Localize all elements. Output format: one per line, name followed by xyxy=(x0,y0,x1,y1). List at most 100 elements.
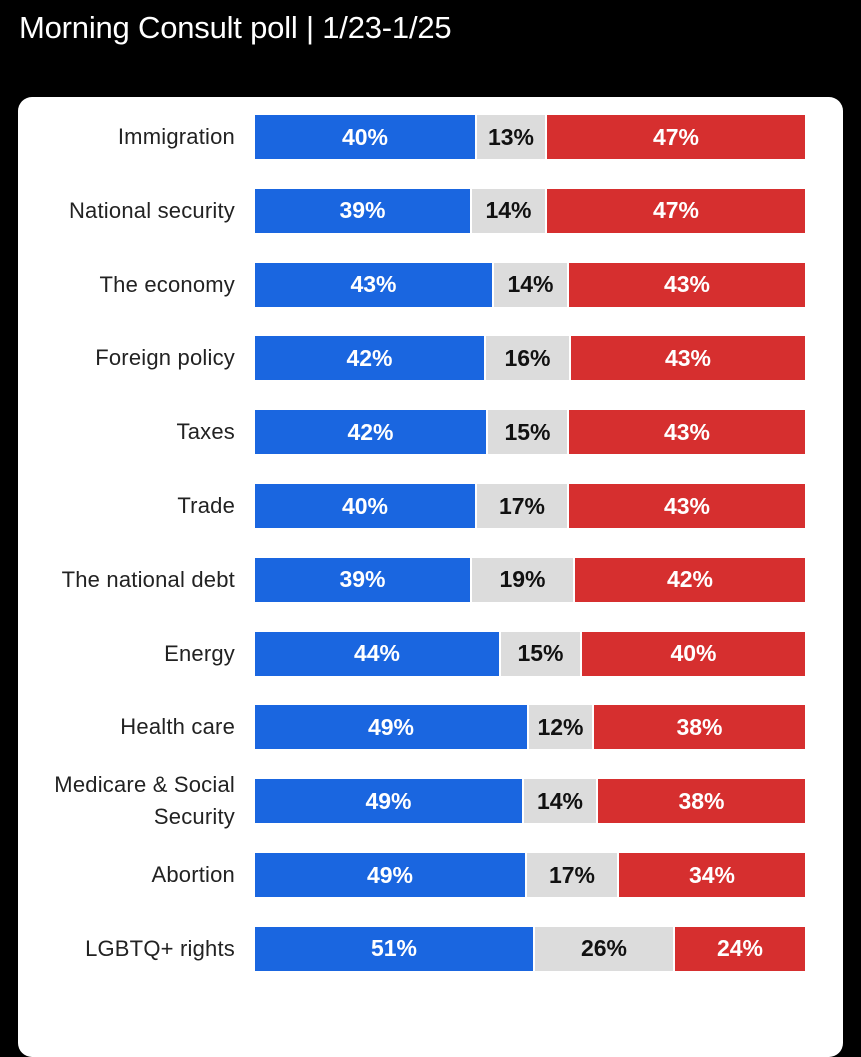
category-label: The economy xyxy=(20,263,235,307)
bar-segment-red: 42% xyxy=(575,557,805,602)
stacked-bar: 42% 15% 43% xyxy=(255,410,805,455)
chart-row: The national debt 39% 19% 42% xyxy=(18,557,843,602)
data-label: 15% xyxy=(517,640,564,667)
stacked-bar: 40% 13% 47% xyxy=(255,115,805,159)
bar-segment-blue: 40% xyxy=(255,484,475,528)
data-label: 43% xyxy=(663,271,711,298)
data-label: 49% xyxy=(365,787,412,814)
category-label: The national debt xyxy=(20,558,235,602)
stacked-bar: 49% 12% 38% xyxy=(255,705,805,750)
bar-segment-red: 38% xyxy=(598,779,805,824)
category-label-line: Medicare & Social xyxy=(54,772,235,798)
bar-segment-blue: 51% xyxy=(255,926,533,971)
bar-segment-blue: 43% xyxy=(255,262,492,307)
stacked-bar: 39% 19% 42% xyxy=(255,557,805,602)
category-label: Taxes xyxy=(20,410,235,454)
data-label: 12% xyxy=(537,713,584,740)
bar-segment-blue: 49% xyxy=(255,705,527,750)
bar-segment-red: 47% xyxy=(547,188,805,233)
bar-segment-red: 43% xyxy=(569,262,805,307)
data-label: 38% xyxy=(676,713,723,740)
bar-segment-gray: 12% xyxy=(527,705,594,750)
bar-segment-gray: 14% xyxy=(522,779,598,824)
data-label: 42% xyxy=(347,418,394,445)
category-label-text: Energy xyxy=(164,638,235,670)
category-label: Health care xyxy=(20,705,235,749)
category-label: Medicare & Social Security xyxy=(20,772,235,829)
bar-segment-red: 43% xyxy=(571,336,805,381)
data-label: 43% xyxy=(663,418,711,445)
bar-segment-red: 43% xyxy=(569,484,805,528)
data-label: 49% xyxy=(366,861,414,888)
category-label-line: Abortion xyxy=(151,862,235,887)
chart-row: Immigration 40% 13% 47% xyxy=(18,115,843,159)
data-label: 43% xyxy=(664,344,712,371)
category-label-line: The economy xyxy=(99,271,235,297)
category-label-line: Health care xyxy=(120,714,235,740)
bar-segment-blue: 44% xyxy=(255,631,499,676)
data-label: 14% xyxy=(485,197,532,224)
chart-row: National security 39% 14% 47% xyxy=(18,188,843,233)
data-label: 39% xyxy=(339,566,386,593)
category-label: Energy xyxy=(20,632,235,676)
chart-row: Abortion 49% 17% 34% xyxy=(18,853,843,897)
stacked-bar: 51% 26% 24% xyxy=(255,926,805,971)
bar-segment-gray: 14% xyxy=(492,262,569,307)
data-label: 47% xyxy=(652,197,700,224)
stacked-bar: 42% 16% 43% xyxy=(255,336,805,381)
data-label: 13% xyxy=(487,123,535,150)
category-label-text: Taxes xyxy=(177,416,235,448)
bar-segment-gray: 17% xyxy=(475,484,569,528)
bar-segment-gray: 15% xyxy=(499,631,582,676)
chart-row: The economy 43% 14% 43% xyxy=(18,262,843,307)
bar-segment-gray: 14% xyxy=(470,188,547,233)
category-label-line: The national debt xyxy=(61,566,235,592)
bar-segment-red: 38% xyxy=(594,705,805,750)
chart-row: Taxes 42% 15% 43% xyxy=(18,410,843,455)
bar-segment-red: 47% xyxy=(547,115,805,159)
data-label: 40% xyxy=(341,492,389,519)
bar-segment-blue: 49% xyxy=(255,779,522,824)
category-label-line: Foreign policy xyxy=(95,345,235,371)
category-label-line: Security xyxy=(153,804,235,830)
stacked-bar: 49% 14% 38% xyxy=(255,779,805,824)
stacked-bar: 39% 14% 47% xyxy=(255,188,805,233)
data-label: 49% xyxy=(367,713,415,740)
bar-segment-gray: 17% xyxy=(525,853,619,897)
data-label: 17% xyxy=(548,861,596,888)
data-label: 39% xyxy=(339,197,386,224)
data-label: 42% xyxy=(346,344,393,371)
category-label-line: Trade xyxy=(177,493,235,518)
bar-segment-red: 24% xyxy=(675,926,805,971)
data-label: 26% xyxy=(580,935,628,962)
chart-row: LGBTQ+ rights 51% 26% 24% xyxy=(18,926,843,971)
data-label: 14% xyxy=(536,787,584,814)
stacked-bar: 40% 17% 43% xyxy=(255,484,805,528)
bar-segment-red: 40% xyxy=(582,631,805,676)
category-label-text: Foreign policy xyxy=(95,342,235,374)
page-title: Morning Consult poll | 1/23-1/25 xyxy=(19,10,452,45)
bar-segment-blue: 39% xyxy=(255,557,470,602)
category-label-text: National security xyxy=(69,195,235,227)
bar-segment-red: 34% xyxy=(619,853,805,897)
chart-row: Foreign policy 42% 16% 43% xyxy=(18,336,843,381)
category-label: Foreign policy xyxy=(20,336,235,380)
category-label-text: Health care xyxy=(120,711,235,743)
category-label: Abortion xyxy=(20,853,235,897)
category-label: Trade xyxy=(20,484,235,528)
data-label: 14% xyxy=(507,271,554,298)
stacked-bar: 43% 14% 43% xyxy=(255,262,805,307)
category-label-text: Immigration xyxy=(118,121,235,153)
data-label: 15% xyxy=(504,418,551,445)
data-label: 51% xyxy=(370,935,418,962)
data-label: 40% xyxy=(670,640,717,667)
chart-row: Energy 44% 15% 40% xyxy=(18,631,843,676)
data-label: 16% xyxy=(504,344,551,371)
data-label: 34% xyxy=(688,861,736,888)
category-label-text: Medicare & Social Security xyxy=(54,769,235,833)
category-label-line: Energy xyxy=(164,640,235,666)
bar-segment-blue: 39% xyxy=(255,188,470,233)
category-label-line: LGBTQ+ rights xyxy=(85,935,235,961)
chart-card: Immigration 40% 13% 47% National security 39%… xyxy=(18,97,843,1057)
data-label: 17% xyxy=(498,492,546,519)
